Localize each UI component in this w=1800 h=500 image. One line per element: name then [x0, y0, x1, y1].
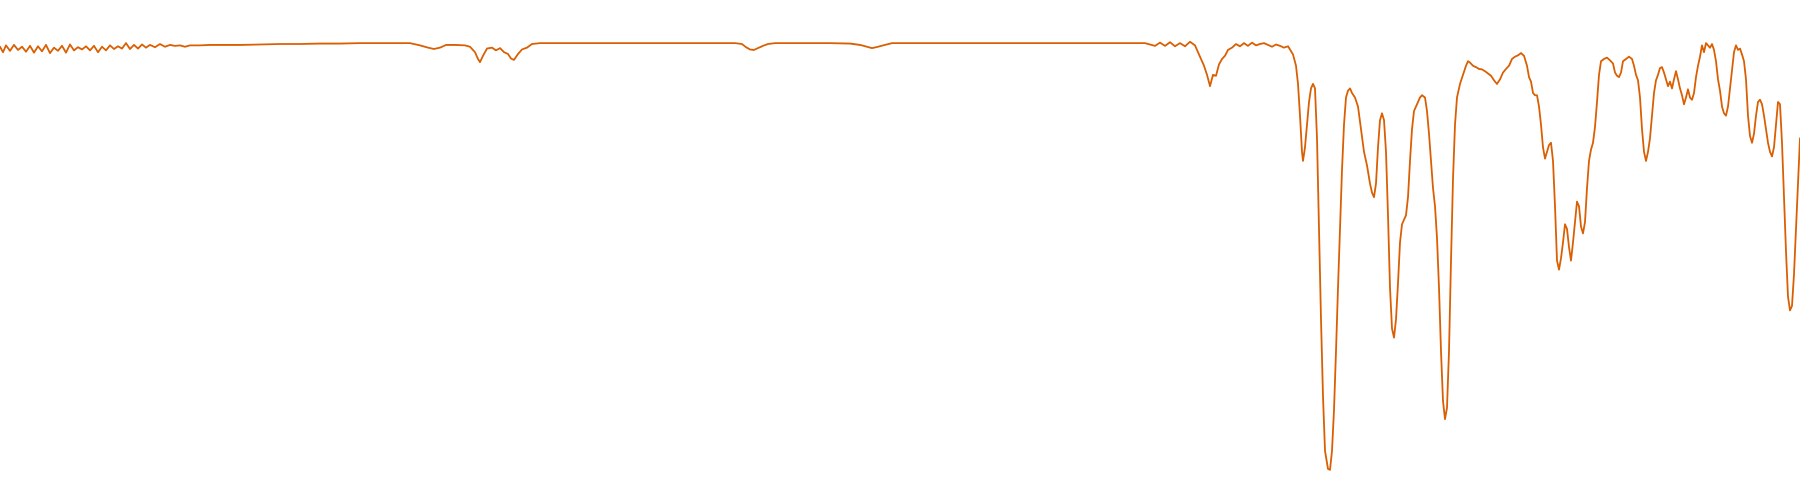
series-line-0: [0, 40, 1800, 471]
plot-area: [0, 40, 1800, 471]
